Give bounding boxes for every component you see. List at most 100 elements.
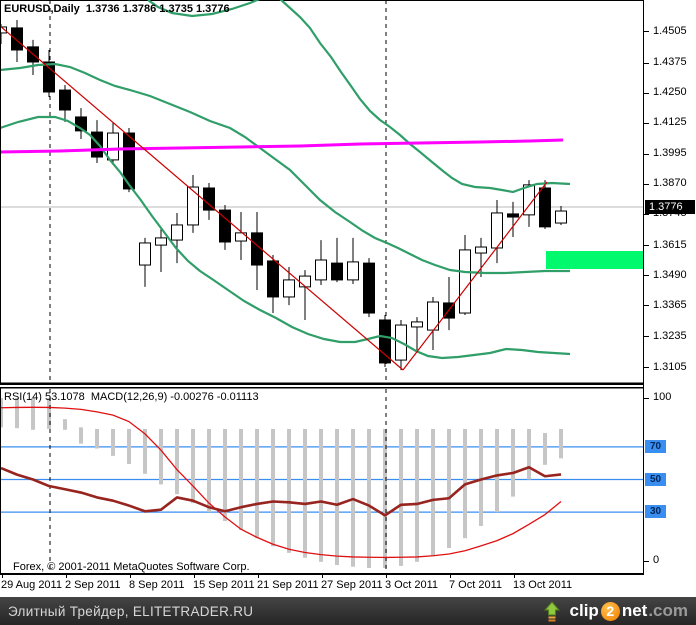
histogram-bars [0,398,563,569]
candle-body [523,184,535,216]
date-label: 15 Sep 2011 [193,579,255,591]
histogram-bar [383,428,387,569]
date-label: 29 Aug 2011 [1,579,62,591]
main-chart-canvas[interactable] [0,0,644,386]
histogram-bar [447,428,451,548]
date-tick [386,575,387,578]
metaquotes-copyright: Forex, © 2001-2011 MetaQuotes Software C… [13,561,250,573]
current-price-tag: 1.3776 [645,199,695,214]
indicator-level-label: 0 [653,554,660,566]
candle-body [59,89,71,111]
histogram-bar [143,428,147,474]
histogram-bar [335,428,339,566]
price-tick [644,62,649,64]
histogram-bar [63,419,67,430]
price-tick [644,367,649,369]
histogram-bar [127,428,131,465]
candle-body [251,232,263,266]
indicator-tick [644,560,649,562]
candle-body [11,27,23,51]
candle-body [379,319,391,364]
histogram-bar [255,428,259,539]
histogram-bar [271,428,275,547]
price-label: 1.4250 [653,86,687,99]
histogram-bar [367,428,371,569]
logo-badge-2: 2 [600,601,620,621]
candle-body [75,116,87,132]
price-tick [644,183,649,185]
candle-body [267,260,279,298]
candle-body [283,279,295,298]
histogram-bar [543,433,547,465]
histogram-bar [95,428,99,449]
price-label: 1.3995 [653,147,687,160]
candle-body [555,210,567,224]
band-middle-line [0,62,570,275]
date-label: 3 Oct 2011 [385,579,438,591]
logo-text-net: net [621,601,648,620]
candle-body [363,262,375,314]
date-axis[interactable]: 29 Aug 2011 2 Sep 2011 8 Sep 2011 15 Sep 20… [0,575,696,597]
highlight-zone-rect[interactable] [546,251,643,269]
price-label: 1.3105 [653,360,687,373]
indicator-canvas[interactable] [0,386,644,575]
histogram-bar [159,428,163,485]
histogram-bar [399,428,403,566]
candle-body [331,262,343,281]
ma-magenta-line [0,138,564,154]
price-label: 1.3235 [653,329,687,342]
candle-body [235,232,247,242]
histogram-bar [31,398,35,430]
candle-body [155,237,167,246]
indicator-level-label: 100 [653,391,672,403]
price-axis[interactable]: 1.3776 1.4505 1.4375 1.4250 1.4125 1.3995 1.3… [643,0,696,575]
date-tick [258,575,259,578]
histogram-bar [223,428,227,522]
candle-body [411,321,423,328]
histogram-bar [239,428,243,531]
date-label: 27 Sep 2011 [321,579,383,591]
candle-body [203,187,215,211]
price-label: 1.3870 [653,177,687,190]
trendline-down[interactable] [0,25,404,371]
histogram-bar [511,428,515,497]
date-label: 13 Oct 2011 [513,579,573,591]
price-tick [644,336,649,338]
candle-body [459,249,471,314]
indicator-level-label: 50 [645,472,666,486]
histogram-bar [191,428,195,504]
band-upper-line [147,0,571,194]
histogram-bar [559,428,563,459]
candle-body [475,246,487,254]
histogram-bar [175,428,179,495]
date-tick [514,575,515,578]
candle-body [43,61,55,93]
price-tick [644,213,649,215]
price-label: 1.4375 [653,56,687,69]
histogram-bar [431,428,435,557]
candle-body [539,187,551,228]
clip2net-logo: clip 2 net .com [541,600,688,622]
date-tick [194,575,195,578]
date-tick [322,575,323,578]
signal-curve [0,406,562,559]
price-label: 1.3365 [653,298,687,311]
main-bottom-border [0,382,644,385]
candle-body [507,213,519,218]
candle-body [187,186,199,226]
histogram-bar [207,428,211,513]
trendline-up[interactable] [402,181,548,371]
window-top-border [0,0,696,1]
chart-title: EURUSD,Daily 1.3736 1.3786 1.3735 1.3776 [4,3,230,15]
footer-credit: Элитный Трейдер, ELITETRADER.RU [8,603,254,619]
histogram-bar [415,428,419,562]
indicator-top-border [0,387,644,389]
candle-body [347,261,359,281]
histogram-bar [495,428,499,513]
histogram-bar [287,428,291,553]
footer-bar: Элитный Трейдер, ELITETRADER.RU clip 2 n… [0,597,696,625]
candle-body [91,131,103,158]
logo-text-clip: clip [569,601,599,620]
histogram-bar [47,398,51,429]
